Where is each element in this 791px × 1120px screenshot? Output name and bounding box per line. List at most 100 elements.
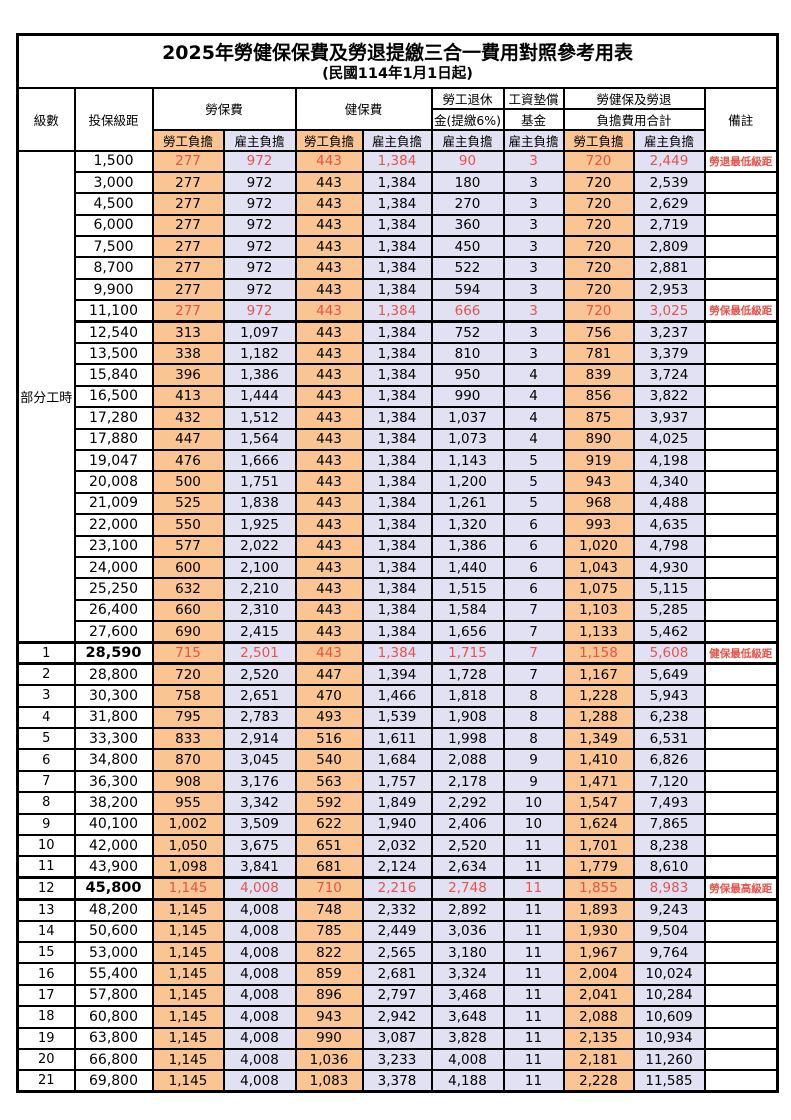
value-cell: 1,103: [562, 598, 635, 623]
table-row: 20,008 500 1,751 443 1,384 1,200 5 943 4,340: [18, 470, 779, 494]
bracket-cell: 21,009: [73, 491, 154, 516]
value-cell: 476: [151, 448, 225, 473]
level-cell: 17: [16, 983, 76, 1008]
bracket-cell: 16,500: [73, 384, 154, 409]
col-header-wage-fund-line1: 工資墊償: [502, 86, 565, 110]
value-cell: 413: [151, 384, 225, 409]
value-cell: 4,635: [632, 513, 706, 537]
value-cell: 592: [294, 791, 364, 815]
bracket-cell: 15,840: [73, 363, 154, 387]
level-cell: 4: [16, 705, 76, 730]
level-cell: 18: [16, 1005, 76, 1029]
table-row: 11,100 277 972 443 1,384 666 3 720 3,025 勞保最低級距: [18, 299, 779, 323]
value-cell: 2,748: [430, 876, 505, 901]
value-cell: 6: [502, 534, 565, 558]
value-cell: 781: [562, 341, 635, 366]
value-cell: 1,930: [562, 919, 635, 943]
bracket-cell: 48,200: [73, 898, 154, 922]
table-row: 部分工時 1,500 277 972 443 1,384 90 3 720 2,449 勞退最低級距: [16, 149, 779, 644]
value-cell: 6,531: [632, 727, 706, 751]
table-row: 5 33,300 833 2,914 516 1,611 1,998 8 1,349 6,531: [16, 727, 779, 751]
value-cell: 990: [294, 1026, 364, 1050]
value-cell: 522: [430, 256, 505, 280]
value-cell: 756: [562, 320, 635, 345]
table-row: 24,000 600 2,100 443 1,384 1,440 6 1,043 4,930: [18, 555, 779, 580]
value-cell: 1,384: [361, 427, 433, 451]
value-cell: 1,145: [151, 962, 225, 986]
value-cell: 1,384: [361, 192, 433, 216]
value-cell: 10: [502, 791, 565, 815]
value-cell: 11: [502, 898, 565, 922]
value-cell: 4,008: [222, 876, 297, 901]
value-cell: 720: [562, 299, 635, 323]
value-cell: 1,075: [562, 577, 635, 601]
bracket-cell: 50,600: [73, 919, 154, 943]
table-row: 8 38,200 955 3,342 592 1,849 2,292 10 1,547 7,493: [16, 791, 779, 815]
value-cell: 11: [502, 1069, 565, 1093]
level-cell: 20: [16, 1047, 76, 1072]
value-cell: 1,098: [151, 855, 225, 879]
value-cell: 443: [294, 363, 364, 387]
value-cell: 1,043: [562, 555, 635, 580]
value-cell: 710: [294, 876, 364, 901]
note-cell: [703, 812, 779, 837]
value-cell: 6,826: [632, 748, 706, 772]
value-cell: 2,449: [632, 149, 706, 173]
value-cell: 11: [502, 1047, 565, 1072]
value-cell: 1,145: [151, 983, 225, 1008]
value-cell: 972: [222, 170, 297, 195]
value-cell: 5: [502, 470, 565, 494]
table-row: 4,500 277 972 443 1,384 270 3 720 2,629: [18, 192, 779, 216]
value-cell: 972: [222, 213, 297, 238]
note-cell: 勞保最低級距: [703, 299, 779, 323]
bracket-cell: 43,900: [73, 855, 154, 879]
value-cell: 3,324: [430, 962, 505, 986]
table-row: 21 69,800 1,145 4,008 1,083 3,378 4,188 11 2,228…: [16, 1069, 779, 1093]
note-cell: [703, 277, 779, 302]
value-cell: 972: [222, 299, 297, 323]
value-cell: 2,809: [632, 235, 706, 259]
value-cell: 2,041: [562, 983, 635, 1008]
value-cell: 1,666: [222, 448, 297, 473]
value-cell: 443: [294, 213, 364, 238]
table-row: 12,540 313 1,097 443 1,384 752 3 756 3,237: [18, 320, 779, 345]
value-cell: 2,100: [222, 555, 297, 580]
value-cell: 875: [562, 406, 635, 430]
col-header-pension-line2: 金(提繳6%): [430, 107, 505, 131]
value-cell: 1,684: [361, 748, 433, 772]
value-cell: 720: [562, 170, 635, 195]
value-cell: 3,509: [222, 812, 297, 837]
value-cell: 277: [151, 149, 225, 173]
value-cell: 4: [502, 406, 565, 430]
value-cell: 3: [502, 170, 565, 195]
value-cell: 1,384: [361, 299, 433, 323]
value-cell: 3,378: [361, 1069, 433, 1093]
note-cell: [703, 213, 779, 238]
note-cell: [703, 983, 779, 1008]
level-cell: 10: [16, 833, 76, 858]
value-cell: 943: [294, 1005, 364, 1029]
value-cell: 993: [562, 513, 635, 537]
bracket-cell: 45,800: [73, 876, 154, 901]
value-cell: 1,384: [361, 320, 433, 345]
subheader-total-employer: 雇主負擔: [632, 128, 706, 152]
col-header-labor-fee: 勞保費: [151, 86, 297, 131]
value-cell: 2,088: [430, 748, 505, 772]
table-row: 6,000 277 972 443 1,384 360 3 720 2,719: [18, 213, 779, 238]
value-cell: 2,210: [222, 577, 297, 601]
value-cell: 277: [151, 235, 225, 259]
value-cell: 443: [294, 256, 364, 280]
value-cell: 1,384: [361, 256, 433, 280]
value-cell: 3,087: [361, 1026, 433, 1050]
value-cell: 1,320: [430, 513, 505, 537]
value-cell: 493: [294, 705, 364, 730]
value-cell: 720: [562, 235, 635, 259]
value-cell: 1,384: [361, 448, 433, 473]
value-cell: 5,115: [632, 577, 706, 601]
bracket-cell: 28,800: [73, 662, 154, 687]
value-cell: 8,238: [632, 833, 706, 858]
bracket-cell: 53,000: [73, 940, 154, 965]
note-cell: [703, 727, 779, 751]
value-cell: 1,145: [151, 1005, 225, 1029]
